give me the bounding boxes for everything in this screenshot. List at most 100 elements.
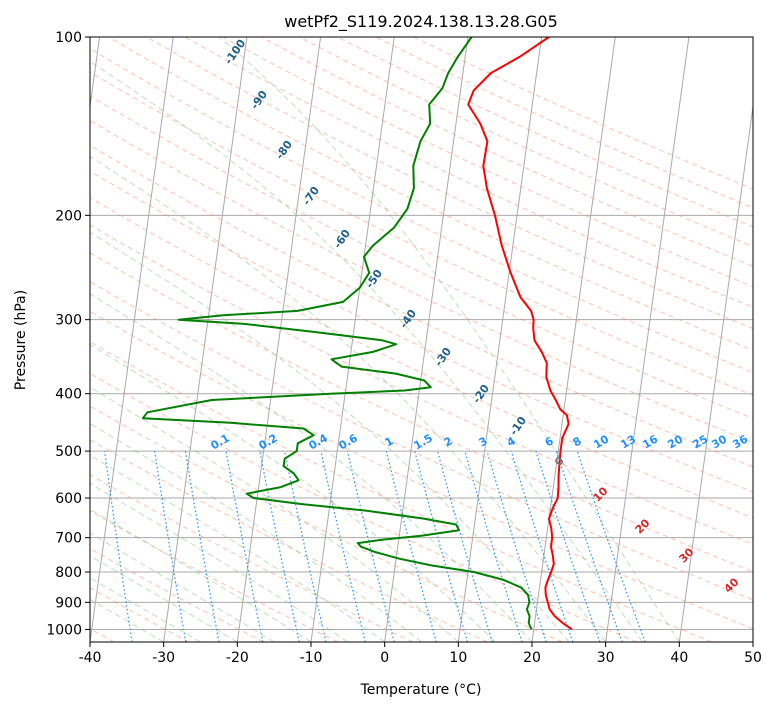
mixing-ratio-label: 8 xyxy=(571,434,584,449)
plot-frame xyxy=(89,36,754,643)
dry-adiabat-line xyxy=(90,548,264,642)
moist-adiabat-line xyxy=(90,293,533,642)
dry-adiabat-label: -80 xyxy=(273,138,295,162)
dry-adiabat-line xyxy=(184,37,753,308)
mixing-ratio-label: 13 xyxy=(618,433,638,452)
mixing-ratio-line xyxy=(104,451,133,642)
mixing-ratio-line xyxy=(259,450,300,642)
mixing-ratio-line xyxy=(385,450,437,642)
moist-adiabat-label: 10 xyxy=(591,484,611,504)
y-tick-label: 400 xyxy=(55,387,82,403)
dry-adiabat-line xyxy=(90,95,753,420)
isotherm-line xyxy=(531,37,616,642)
y-tick-label: 300 xyxy=(55,313,82,329)
moist-adiabat-line xyxy=(90,482,349,642)
moist-adiabat-line xyxy=(90,422,422,642)
dry-adiabat-line xyxy=(90,170,753,493)
dry-adiabat-line xyxy=(90,119,753,443)
isotherm-line xyxy=(163,37,248,642)
x-tick-label: 50 xyxy=(744,650,762,666)
dewpoint-profile-line xyxy=(141,37,533,630)
y-tick-label: 1000 xyxy=(46,622,82,638)
dry-adiabat-label: -20 xyxy=(470,382,492,406)
x-tick-label: -30 xyxy=(152,650,175,666)
moist-adiabat-line xyxy=(90,508,312,642)
mixing-ratio-line xyxy=(576,450,646,642)
x-tick-label: -20 xyxy=(226,650,249,666)
y-axis: 100 200 300 400 500 600 700 800 900 1000 xyxy=(46,30,90,638)
dry-adiabat-line xyxy=(90,510,339,642)
mixing-ratio-line xyxy=(535,450,601,642)
mixing-ratio-line xyxy=(436,450,493,642)
mixing-ratio-label: 30 xyxy=(709,432,729,451)
dry-adiabat-line xyxy=(90,224,753,545)
x-axis: -40 -30 -20 -10 0 10 20 30 40 50 xyxy=(79,642,762,666)
dry-adiabat-label: -30 xyxy=(432,345,454,369)
isotherm-line xyxy=(752,638,753,642)
moist-adiabat-line xyxy=(90,386,459,642)
dry-adiabat-line xyxy=(90,405,563,642)
mixing-ratio-line xyxy=(320,450,366,642)
x-tick-label: 10 xyxy=(449,650,467,666)
mixing-ratio-line xyxy=(510,450,574,642)
y-tick-label: 100 xyxy=(55,30,82,46)
dry-adiabat-line xyxy=(90,372,638,642)
x-tick-label: -10 xyxy=(300,650,323,666)
moist-adiabat-line xyxy=(90,532,275,642)
moist-adiabat-line xyxy=(90,598,164,642)
dry-adiabat-line xyxy=(90,252,753,573)
mixing-ratio-line xyxy=(464,450,523,642)
dry-adiabat-line xyxy=(90,281,753,601)
y-tick-label: 700 xyxy=(55,531,82,547)
dry-adiabat-line xyxy=(90,474,414,642)
isotherm-line xyxy=(457,37,543,642)
x-tick-label: 30 xyxy=(597,650,615,666)
isotherm-line xyxy=(678,102,753,642)
dry-adiabat-label: -50 xyxy=(363,267,385,291)
mixing-ratio-label: 36 xyxy=(730,432,750,451)
y-tick-label: 500 xyxy=(55,444,82,460)
dry-adiabat-line xyxy=(90,341,712,642)
x-tick-label: 20 xyxy=(523,650,541,666)
moist-adiabat-label: 30 xyxy=(677,545,697,565)
dry-adiabat-label: -60 xyxy=(331,227,353,251)
mixing-ratio-label: 16 xyxy=(640,432,660,451)
mixing-ratio-line xyxy=(184,451,220,642)
isotherm-line xyxy=(605,37,690,642)
y-axis-label: Pressure (hPa) xyxy=(13,290,29,390)
mixing-ratio-label: 6 xyxy=(543,434,556,449)
x-tick-label: 0 xyxy=(380,650,389,666)
mixing-ratio-line xyxy=(284,450,327,642)
dry-adiabat-line xyxy=(90,197,753,519)
mixing-ratio-line xyxy=(414,450,469,642)
dry-adiabat-label: -70 xyxy=(300,184,322,208)
isotherm-line xyxy=(384,37,469,642)
moist-adiabat-label: 40 xyxy=(722,575,742,595)
moist-adiabat-line xyxy=(90,155,607,642)
mixing-ratio-line xyxy=(346,450,395,642)
moist-adiabat-label: 20 xyxy=(633,516,653,536)
moist-adiabat-line xyxy=(90,343,496,642)
y-tick-label: 200 xyxy=(55,208,82,224)
moist-adiabat-line xyxy=(90,60,643,642)
moist-adiabat-line xyxy=(90,231,570,642)
dry-adiabat-line xyxy=(260,37,753,267)
mixing-ratio-label: 0.4 xyxy=(307,431,331,452)
mixing-ratio-line xyxy=(154,451,187,642)
isotherm-line xyxy=(236,37,322,642)
mixing-ratio-line xyxy=(555,450,623,642)
dry-adiabat-line xyxy=(337,37,753,228)
x-tick-label: -40 xyxy=(79,650,102,666)
moist-adiabat-line xyxy=(90,555,238,642)
moist-adiabat-line xyxy=(90,454,385,642)
x-tick-label: 40 xyxy=(670,650,688,666)
y-tick-label: 900 xyxy=(55,595,82,611)
dry-adiabat-line xyxy=(90,310,753,630)
mixing-ratio-label: 20 xyxy=(665,432,685,451)
mixing-ratio-line xyxy=(486,450,547,642)
dry-adiabat-line xyxy=(108,37,753,351)
mixing-ratio-label: 1.5 xyxy=(412,431,435,452)
mixing-ratio-label: 10 xyxy=(591,432,611,451)
profile-lines xyxy=(141,37,573,631)
